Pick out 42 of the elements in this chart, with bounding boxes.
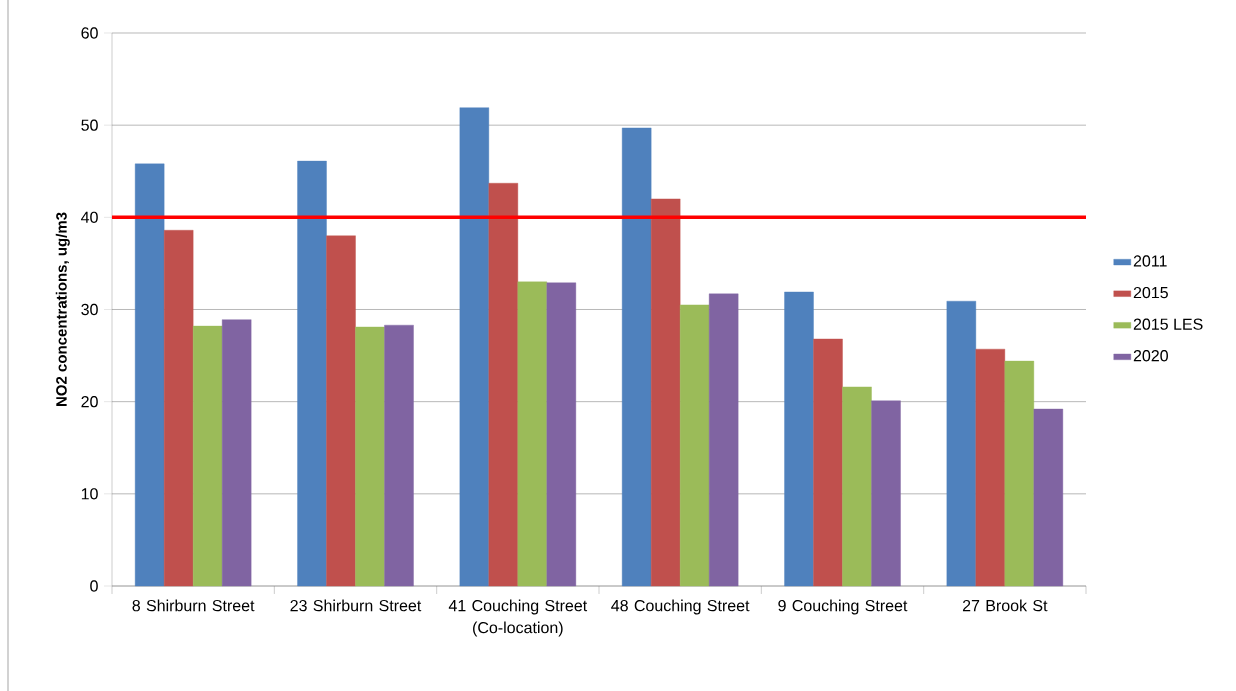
bar — [842, 386, 872, 587]
x-tick-label: 23 Shirburn Street — [290, 599, 422, 612]
bar — [488, 183, 519, 587]
y-tick-label: 30 — [81, 303, 98, 316]
y-tick-label: 50 — [81, 119, 98, 131]
bar — [459, 107, 490, 587]
bar — [975, 348, 1006, 587]
bar — [946, 301, 977, 587]
x-tick-label: 9 Couching Street — [778, 599, 908, 615]
bar — [679, 304, 710, 587]
x-tick-label: 48 Couching Street — [611, 599, 750, 615]
legend-label: 2020 — [1133, 350, 1168, 362]
y-tick-label: 20 — [81, 396, 98, 408]
bar — [1004, 360, 1035, 587]
bar — [708, 293, 739, 587]
bar — [546, 282, 577, 587]
x-tick-label: 8 Shirburn Street — [132, 599, 255, 612]
bar — [221, 319, 252, 587]
legend-label: 2015 — [1133, 286, 1168, 299]
bar — [784, 291, 814, 587]
bar — [326, 235, 356, 587]
bar — [621, 127, 652, 587]
bar — [650, 198, 681, 587]
bar — [297, 160, 327, 587]
bar — [517, 281, 548, 587]
y-tick-label: 0 — [90, 580, 98, 592]
bar — [192, 325, 223, 587]
y-tick-label: 10 — [81, 488, 98, 500]
bar — [1033, 408, 1064, 587]
bar — [384, 324, 414, 587]
bar — [813, 338, 843, 587]
y-tick-label: 60 — [81, 27, 98, 39]
y-axis-title: NO2 concentrations, ug/m3 — [55, 212, 70, 407]
legend-label: 2011 — [1133, 255, 1167, 267]
bar — [355, 326, 385, 587]
legend-label: 2015 LES — [1133, 318, 1203, 330]
x-tick-label: 27 Brook St — [962, 599, 1048, 612]
y-tick-label: 40 — [81, 211, 98, 223]
bar — [871, 400, 901, 587]
x-tick-label: 41 Couching Street (Co-location) — [448, 599, 588, 637]
bar — [134, 163, 165, 587]
bar — [163, 230, 194, 587]
